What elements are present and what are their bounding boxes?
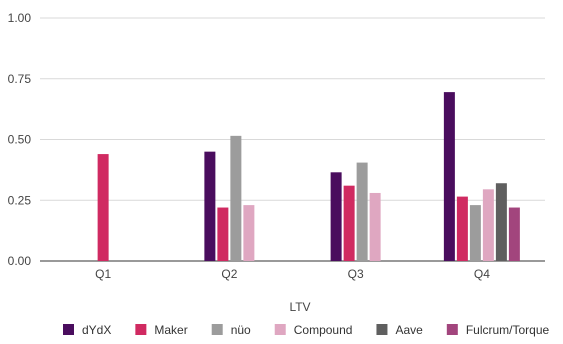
legend-item-fulcrum-torque: Fulcrum/Torque [446, 323, 550, 337]
legend-label: Fulcrum/Torque [466, 323, 550, 337]
x-tick-label: Q3 [348, 267, 364, 281]
legend-swatch [63, 324, 74, 335]
bar-q2-n-o [230, 135, 242, 261]
y-axis-ticks: 0.00 0.25 0.50 0.75 1.00 [8, 11, 32, 268]
legend-item-maker: Maker [135, 323, 188, 337]
legend-swatch [211, 324, 223, 335]
bar-q2-compound [243, 205, 255, 261]
bar-q4-fulcrum-torque [508, 207, 520, 261]
bar-q3-maker [343, 185, 355, 261]
legend-label: dYdX [82, 323, 111, 337]
bar-q4-dydx [443, 92, 455, 262]
bar-q4-n-o [469, 205, 481, 261]
bar-q4-maker [456, 196, 468, 261]
legend-label: Aave [395, 323, 423, 337]
y-tick-label: 1.00 [8, 11, 32, 25]
legend-swatch [376, 324, 388, 335]
x-axis-label: LTV [289, 300, 310, 314]
bar-q2-maker [217, 207, 229, 261]
bar-q4-compound [482, 189, 494, 261]
legend-swatch [135, 324, 147, 335]
gridlines [40, 17, 545, 262]
x-tick-label: Q1 [95, 267, 111, 281]
legend-label: Compound [294, 323, 353, 337]
legend-label: nüo [231, 323, 251, 337]
bar-q4-aave [495, 183, 507, 261]
y-tick-label: 0.50 [8, 133, 32, 147]
legend-item-aave: Aave [376, 323, 423, 337]
x-tick-label: Q2 [221, 267, 237, 281]
legend-item-n-o: nüo [211, 323, 251, 337]
x-tick-label: Q4 [474, 267, 490, 281]
y-tick-label: 0.00 [8, 254, 32, 268]
legend-item-dydx: dYdX [63, 323, 111, 337]
y-tick-label: 0.75 [8, 72, 32, 86]
bar-q3-dydx [330, 172, 342, 261]
y-tick-label: 0.25 [8, 193, 32, 207]
legend-label: Maker [154, 323, 187, 337]
legend-swatch [446, 324, 458, 335]
bar-q3-n-o [356, 162, 368, 261]
legend-item-compound: Compound [274, 323, 353, 337]
bar-q2-dydx [204, 151, 216, 261]
x-axis-ticks: Q1 Q2 Q3 Q4 [95, 267, 490, 281]
bar-q3-compound [369, 192, 381, 261]
bar-q1-maker [97, 154, 109, 261]
bars [97, 92, 520, 262]
legend: dYdX Maker nüo Compound Aave Fulcrum/Torque [63, 323, 550, 337]
legend-swatch [274, 324, 286, 335]
